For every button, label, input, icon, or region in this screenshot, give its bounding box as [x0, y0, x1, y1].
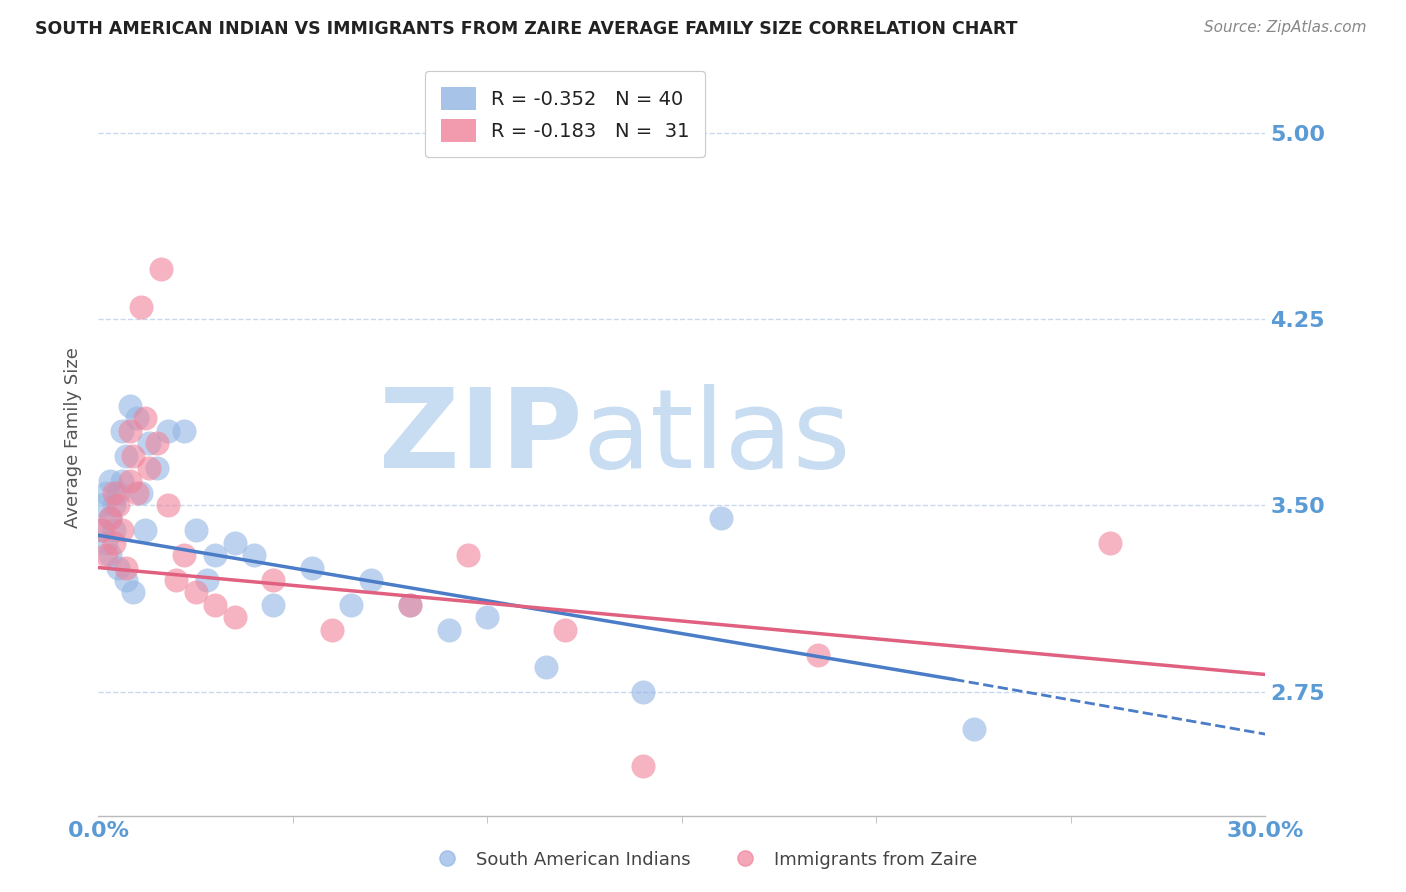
Point — [631, 759, 654, 773]
Point — [103, 524, 125, 538]
Point — [111, 474, 134, 488]
Text: atlas: atlas — [582, 384, 851, 491]
Point — [301, 560, 323, 574]
Point — [554, 623, 576, 637]
Point — [114, 560, 136, 574]
Point — [710, 511, 733, 525]
Point — [340, 598, 363, 612]
Point — [138, 436, 160, 450]
Point — [98, 548, 121, 562]
Point — [262, 598, 284, 612]
Point — [321, 623, 343, 637]
Point — [127, 486, 149, 500]
Point — [173, 548, 195, 562]
Point — [138, 461, 160, 475]
Point — [184, 585, 207, 599]
Point — [91, 499, 114, 513]
Point — [173, 424, 195, 438]
Point — [91, 524, 114, 538]
Point — [243, 548, 266, 562]
Point — [107, 560, 129, 574]
Point — [184, 524, 207, 538]
Text: Source: ZipAtlas.com: Source: ZipAtlas.com — [1204, 20, 1367, 35]
Legend: South American Indians, Immigrants from Zaire: South American Indians, Immigrants from … — [422, 844, 984, 876]
Y-axis label: Average Family Size: Average Family Size — [63, 347, 82, 527]
Point — [91, 524, 114, 538]
Point — [122, 449, 145, 463]
Point — [631, 685, 654, 699]
Point — [437, 623, 460, 637]
Point — [360, 573, 382, 587]
Point — [98, 511, 121, 525]
Point — [96, 548, 118, 562]
Point — [118, 399, 141, 413]
Point — [149, 262, 172, 277]
Point — [534, 660, 557, 674]
Point — [962, 722, 984, 736]
Point — [204, 548, 226, 562]
Point — [1098, 535, 1121, 549]
Point — [114, 449, 136, 463]
Point — [477, 610, 499, 624]
Text: SOUTH AMERICAN INDIAN VS IMMIGRANTS FROM ZAIRE AVERAGE FAMILY SIZE CORRELATION C: SOUTH AMERICAN INDIAN VS IMMIGRANTS FROM… — [35, 20, 1018, 37]
Point — [807, 648, 830, 662]
Point — [118, 424, 141, 438]
Point — [111, 424, 134, 438]
Point — [398, 598, 420, 612]
Point — [122, 585, 145, 599]
Point — [195, 573, 218, 587]
Point — [129, 486, 152, 500]
Point — [103, 486, 125, 500]
Point — [398, 598, 420, 612]
Point — [146, 436, 169, 450]
Point — [457, 548, 479, 562]
Point — [118, 474, 141, 488]
Point — [134, 411, 156, 425]
Point — [114, 573, 136, 587]
Point — [157, 499, 180, 513]
Point — [96, 535, 118, 549]
Point — [134, 524, 156, 538]
Point — [103, 499, 125, 513]
Point — [107, 499, 129, 513]
Point — [111, 524, 134, 538]
Point — [146, 461, 169, 475]
Point — [103, 535, 125, 549]
Point — [165, 573, 187, 587]
Legend: R = -0.352   N = 40, R = -0.183   N =  31: R = -0.352 N = 40, R = -0.183 N = 31 — [425, 71, 706, 157]
Point — [204, 598, 226, 612]
Point — [107, 486, 129, 500]
Point — [224, 535, 246, 549]
Point — [98, 474, 121, 488]
Point — [157, 424, 180, 438]
Text: ZIP: ZIP — [380, 384, 582, 491]
Point — [96, 486, 118, 500]
Point — [224, 610, 246, 624]
Point — [98, 511, 121, 525]
Point — [129, 300, 152, 314]
Point — [262, 573, 284, 587]
Point — [127, 411, 149, 425]
